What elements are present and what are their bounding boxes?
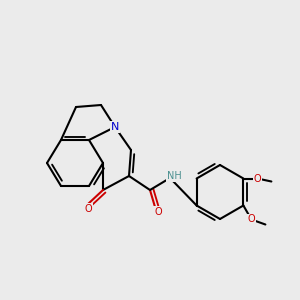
Text: O: O (248, 214, 255, 224)
Text: O: O (254, 173, 261, 184)
Text: N: N (111, 122, 119, 132)
Text: O: O (84, 204, 92, 214)
Text: NH: NH (167, 171, 182, 181)
Text: O: O (154, 207, 162, 217)
